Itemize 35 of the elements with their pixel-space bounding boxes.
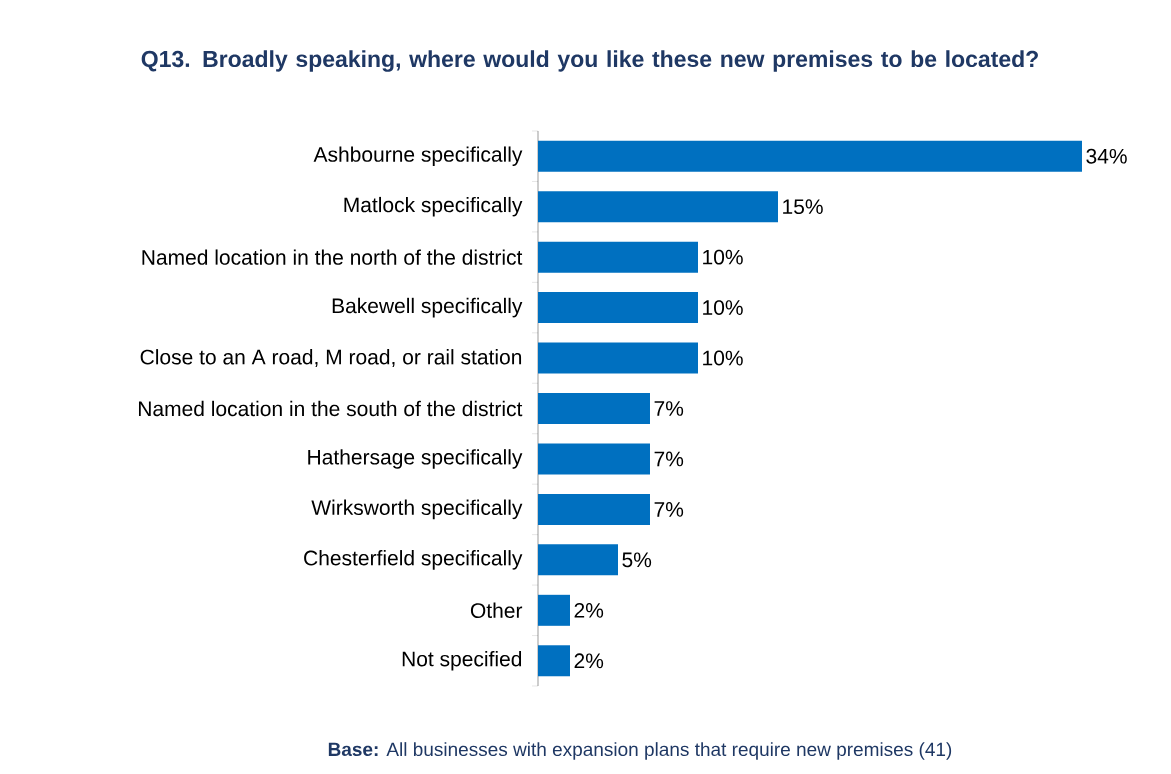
bar xyxy=(538,140,1082,172)
y-tick-label: Not specified xyxy=(402,650,522,671)
bar xyxy=(538,645,570,677)
chart-title: Q13. Broadly speaking, where would you like these new premises to be located? xyxy=(141,50,1038,72)
data-label: 7% xyxy=(654,401,684,416)
bar xyxy=(538,191,778,223)
y-tick-label: Named location in the south of the district xyxy=(138,400,523,417)
y-tick-label: Bakewell specifically xyxy=(332,297,523,318)
data-label: 2% xyxy=(574,653,604,669)
bar xyxy=(538,594,570,626)
bar xyxy=(538,292,698,324)
text: Base: All businesses with expansion plans that require new premises (41) xyxy=(328,742,952,760)
data-label: 34% xyxy=(1086,148,1127,164)
data-label: 5% xyxy=(622,552,652,568)
y-tick-label: Named location in the north of the district xyxy=(142,249,523,265)
y-tick-label: Wirksworth specifically xyxy=(311,499,523,520)
bar xyxy=(538,493,650,525)
y-tick-label: Close to an A road, M road, or rail station xyxy=(140,349,522,367)
data-label: 2% xyxy=(574,602,604,618)
bar xyxy=(538,544,618,576)
y-tick-label: Ashbourne specifically xyxy=(313,146,523,167)
data-label: 10% xyxy=(703,300,743,316)
data-label: 7% xyxy=(654,451,684,467)
y-tick-label: Other xyxy=(470,602,523,619)
data-label: 10% xyxy=(703,350,743,366)
data-label: 15% xyxy=(783,199,823,215)
y-tick-label: Chesterfield specifically xyxy=(304,550,523,570)
y-tick-label: Hathersage specifically xyxy=(308,449,523,469)
data-label: 10% xyxy=(703,249,743,265)
bar xyxy=(538,392,650,424)
y-tick-label: Matlock specifically xyxy=(344,196,523,217)
bar xyxy=(538,241,698,273)
data-label: 7% xyxy=(654,502,684,517)
bar xyxy=(538,342,698,374)
bar xyxy=(538,443,650,475)
